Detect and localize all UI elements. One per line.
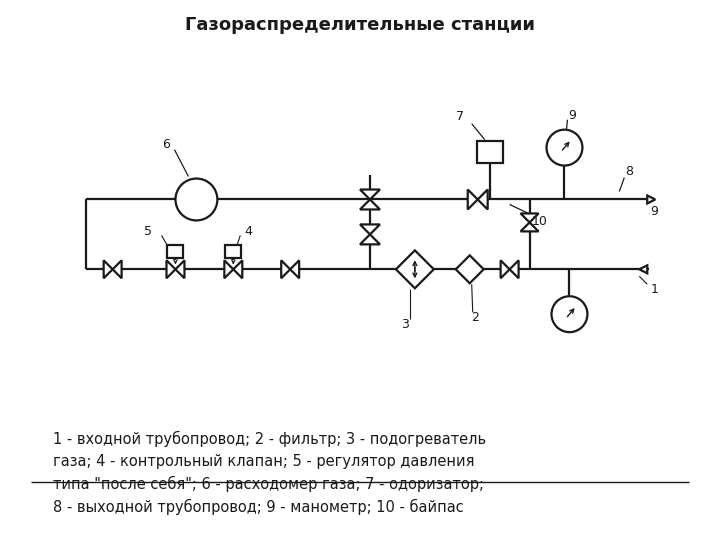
Polygon shape <box>225 260 233 278</box>
Polygon shape <box>510 260 518 278</box>
Text: 9: 9 <box>569 109 577 122</box>
Polygon shape <box>290 260 299 278</box>
Circle shape <box>176 179 217 220</box>
Circle shape <box>552 296 588 332</box>
Polygon shape <box>468 190 477 210</box>
Text: 9: 9 <box>650 205 658 218</box>
Polygon shape <box>360 234 380 245</box>
Text: 1 - входной трубопровод; 2 - фильтр; 3 - подогреватель
газа; 4 - контрольный кла: 1 - входной трубопровод; 2 - фильтр; 3 -… <box>53 431 486 516</box>
Text: 7: 7 <box>456 110 464 123</box>
Polygon shape <box>360 190 380 199</box>
Text: 3: 3 <box>401 318 409 330</box>
Bar <box>477 140 503 163</box>
Polygon shape <box>396 251 434 288</box>
Polygon shape <box>112 260 122 278</box>
Polygon shape <box>166 260 176 278</box>
Text: 4: 4 <box>244 225 252 238</box>
Text: 1: 1 <box>650 283 658 296</box>
Polygon shape <box>521 213 539 222</box>
Polygon shape <box>104 260 112 278</box>
Polygon shape <box>282 260 290 278</box>
Text: 10: 10 <box>531 215 547 228</box>
Bar <box>168 245 184 258</box>
Polygon shape <box>176 260 184 278</box>
Polygon shape <box>647 195 655 204</box>
Text: 5: 5 <box>143 225 151 238</box>
Text: 8: 8 <box>625 165 634 178</box>
Text: 6: 6 <box>163 138 171 151</box>
Polygon shape <box>233 260 243 278</box>
Bar <box>225 245 241 258</box>
Polygon shape <box>477 190 487 210</box>
Polygon shape <box>360 225 380 234</box>
Text: Газораспределительные станции: Газораспределительные станции <box>185 16 535 34</box>
Polygon shape <box>456 255 484 284</box>
Text: 2: 2 <box>471 310 479 323</box>
Polygon shape <box>500 260 510 278</box>
Polygon shape <box>360 199 380 210</box>
Polygon shape <box>521 222 539 232</box>
Polygon shape <box>639 265 647 273</box>
Circle shape <box>546 130 582 166</box>
